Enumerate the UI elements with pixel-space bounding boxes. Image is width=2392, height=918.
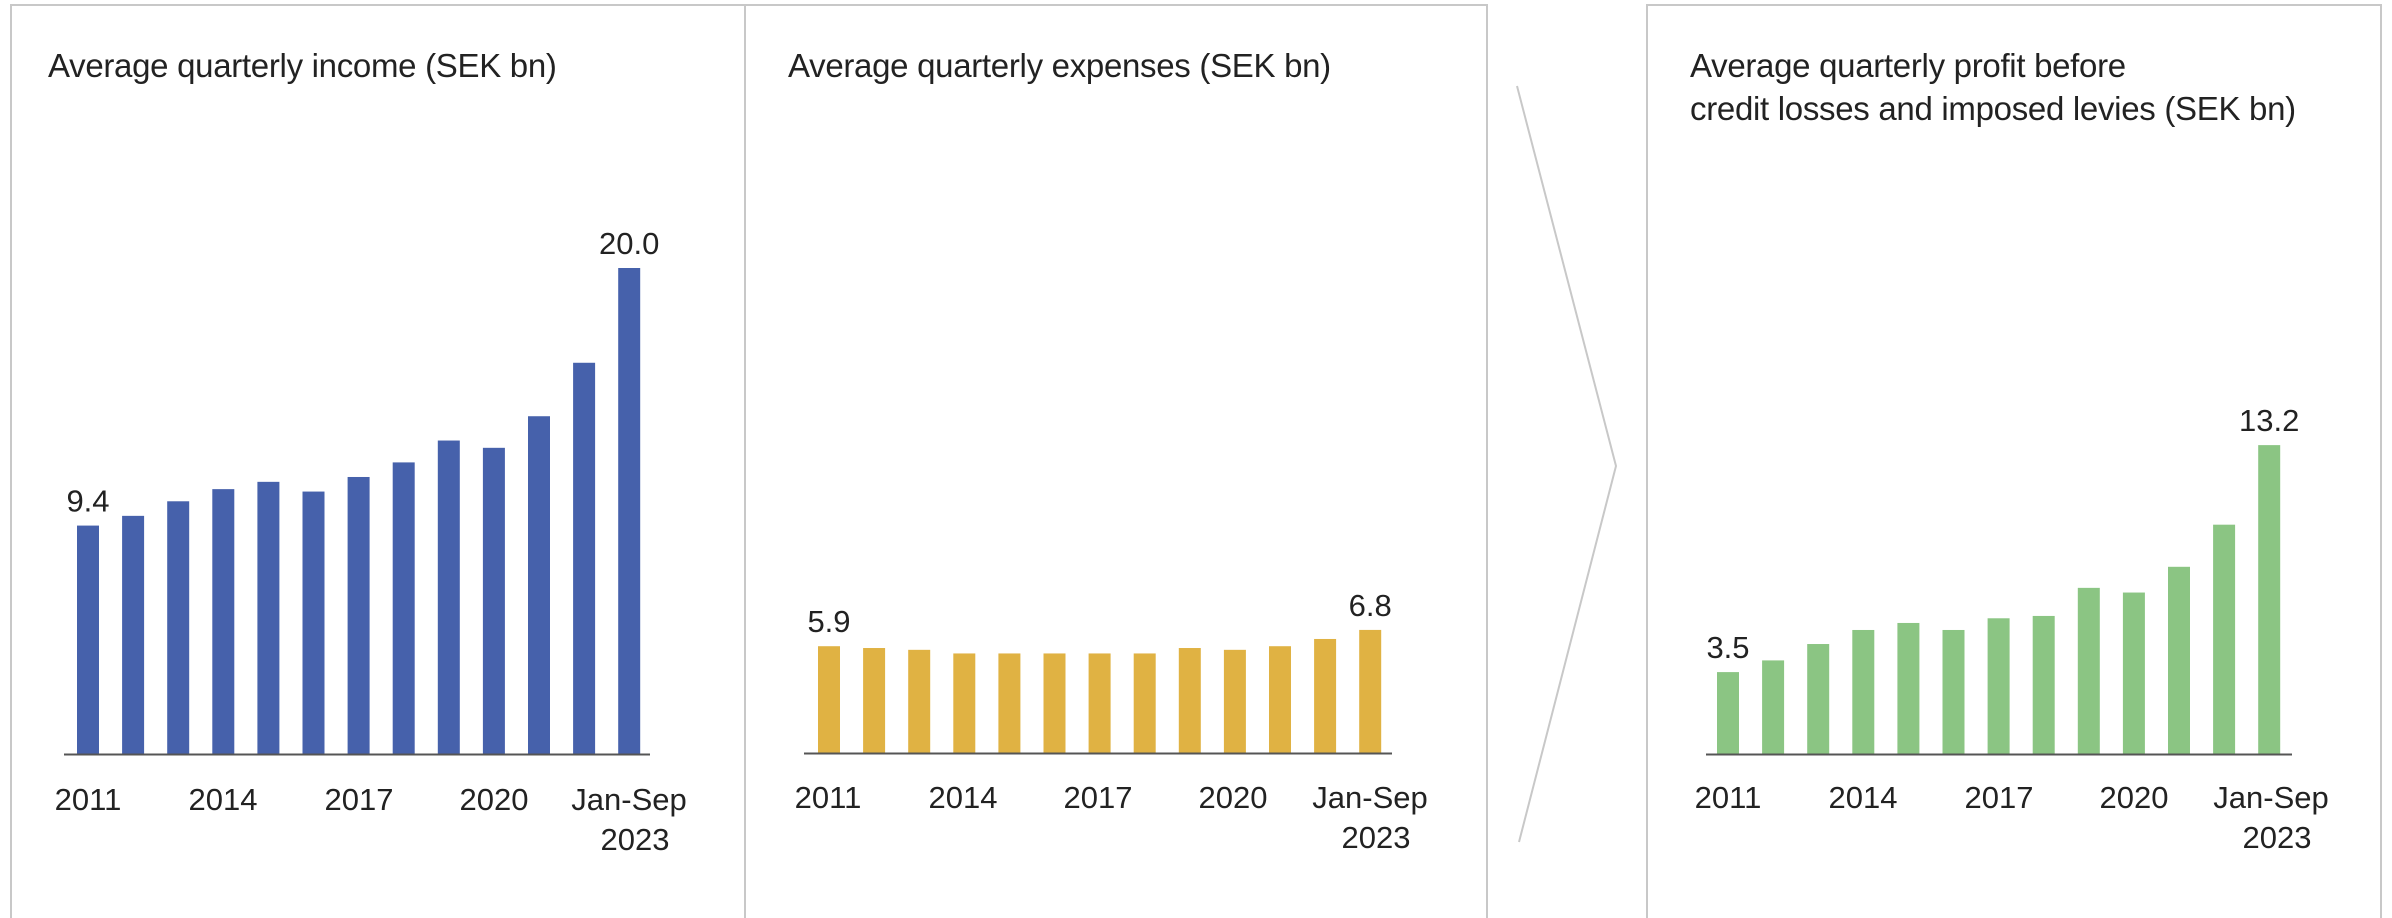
expenses-bar-9 [1223,649,1246,753]
expenses-tick-label-3: 2020 [1199,780,1268,815]
income-panel: Average quarterly income (SEK bn) [10,4,746,918]
profit-bar-9 [2122,592,2145,754]
income-tick-label-4: Jan-Sep 2023 [571,782,686,857]
income-bar-2 [167,501,190,754]
profit-tick-label-3: 2020 [2100,780,2169,815]
income-bar-3 [212,489,235,754]
expenses-bar-12 [1359,629,1382,753]
profit-bar-8 [2077,587,2100,754]
expenses-bar-0 [818,646,840,753]
income-bar-1 [122,515,145,754]
profit-bar-7 [2032,615,2055,754]
expenses-tick-label-2: 2017 [1064,780,1133,815]
profit-bar-11 [2213,524,2236,754]
income-bar-7 [392,462,415,754]
income-chart-title: Average quarterly income (SEK bn) [48,47,557,84]
income-bar-6 [347,476,370,754]
profit-tick-label-1: 2014 [1829,780,1898,815]
profit-bar-4 [1897,622,1920,754]
profit-tick-label-2: 2017 [1965,780,2034,815]
profit-bar-0 [1717,672,1739,754]
expenses-data-label-0: 5.9 [807,604,850,639]
expenses-bar-4 [998,653,1021,753]
expenses-chart-title: Average quarterly expenses (SEK bn) [788,47,1331,84]
profit-bar-12 [2258,445,2281,754]
expenses-bar-1 [863,648,886,753]
expenses-bar-6 [1088,653,1111,753]
income-bar-0 [77,525,99,754]
expenses-bar-5 [1043,653,1066,753]
profit-bar-3 [1852,629,1875,754]
profit-tick-label-0: 2011 [1695,780,1762,815]
profit-bar-5 [1942,629,1965,754]
income-tick-label-1: 2014 [189,782,258,817]
expenses-panel: Average quarterly expenses (SEK bn) [744,4,1488,918]
expenses-bar-7 [1133,653,1156,753]
expenses-bar-11 [1314,638,1337,753]
expenses-bar-3 [953,653,976,753]
expenses-bar-8 [1178,648,1201,753]
income-bar-4 [257,481,280,754]
income-bar-12 [618,268,641,754]
income-data-label-1: 20.0 [599,226,659,261]
profit-bar-10 [2168,566,2190,754]
income-tick-label-3: 2020 [460,782,529,817]
profit-data-label-1: 13.2 [2239,403,2299,438]
profit-bar-2 [1807,644,1830,754]
profit-bar-6 [1987,618,2010,754]
expenses-tick-label-0: 2011 [795,780,862,815]
income-bar-11 [573,362,596,754]
profit-chart-title: Average quarterly profit before credit l… [1690,47,2296,127]
income-tick-label-0: 2011 [55,782,122,817]
expenses-tick-label-1: 2014 [929,780,998,815]
income-bar-5 [302,491,325,754]
expenses-bar-10 [1269,646,1291,753]
expenses-data-label-1: 6.8 [1349,588,1392,623]
income-data-label-0: 9.4 [66,484,109,519]
profit-panel: Average quarterly profit before credit l… [1646,4,2382,918]
profit-tick-label-4: Jan-Sep 2023 [2213,780,2328,855]
income-tick-label-2: 2017 [325,782,394,817]
profit-data-label-0: 3.5 [1706,630,1749,665]
income-bar-8 [437,440,460,754]
expenses-tick-label-4: Jan-Sep 2023 [1312,780,1427,855]
profit-bar-1 [1762,660,1785,754]
income-bar-10 [528,416,550,754]
expenses-bar-2 [908,649,931,753]
income-bar-9 [482,447,505,754]
